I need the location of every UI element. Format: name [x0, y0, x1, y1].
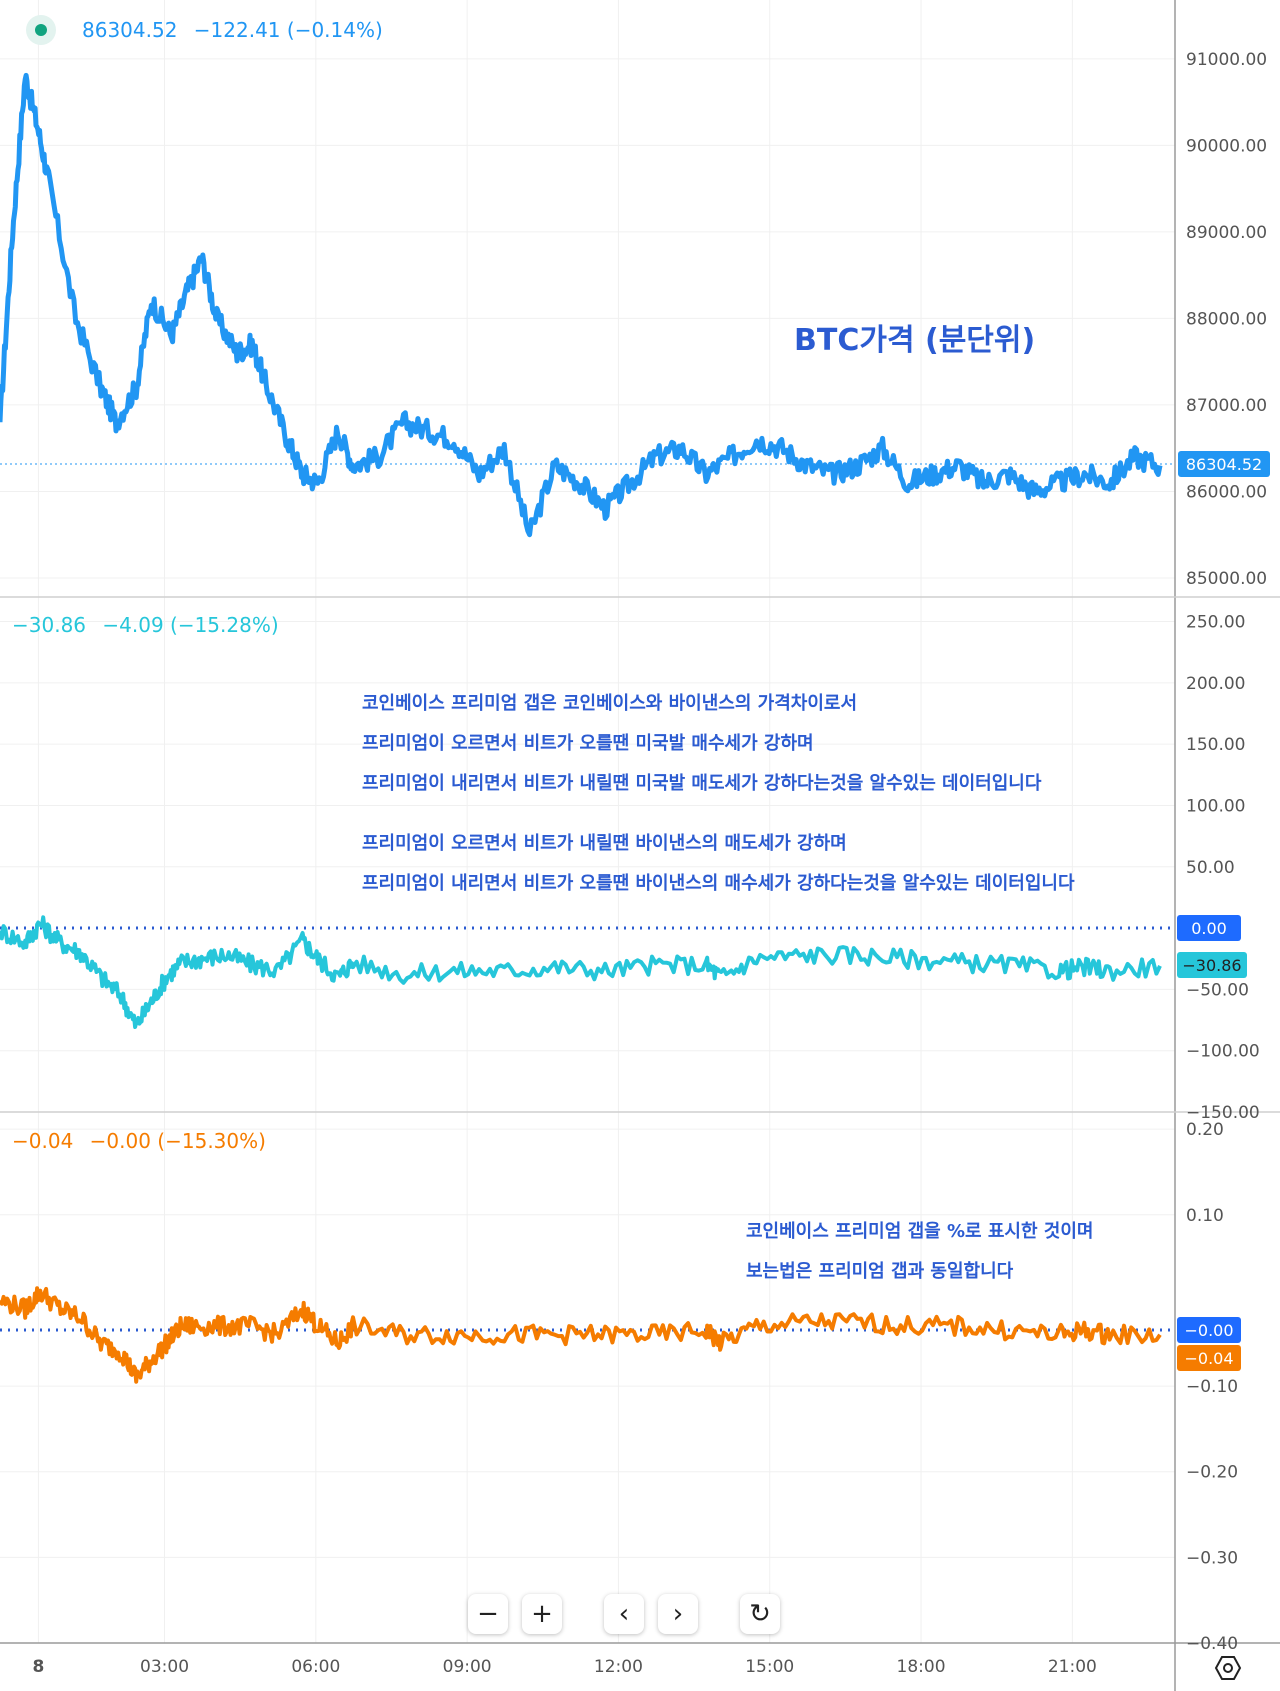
chart-toolbar: − + ‹ › ↻: [468, 1594, 780, 1638]
gap-tick-label: −50.00: [1186, 980, 1249, 1000]
gap-tick-label: 50.00: [1186, 858, 1235, 878]
time-tick-label: 12:00: [594, 1657, 643, 1677]
gap-tick-label: −100.00: [1186, 1042, 1260, 1062]
time-tick-label: 15:00: [745, 1657, 794, 1677]
time-tick-label: 18:00: [897, 1657, 946, 1677]
zoom-out-button[interactable]: −: [468, 1594, 508, 1634]
pct-series-line: [0, 1286, 1162, 1384]
time-tick-label: 06:00: [291, 1657, 340, 1677]
pct-annotation-line: 보는법은 프리미엄 갭과 동일합니다: [746, 1260, 1014, 1282]
gap-legend: −30.86 −4.09 (−15.28%): [12, 613, 279, 637]
gap-tick-label: −150.00: [1186, 1103, 1260, 1123]
price-tick-label: 87000.00: [1186, 396, 1267, 416]
time-tick-label: 8: [33, 1657, 45, 1677]
time-tick-label: 09:00: [443, 1657, 492, 1677]
gap-legend-change: −4.09 (−15.28%): [102, 613, 278, 637]
price-last-label: 86304.52: [1186, 455, 1262, 474]
legend-status-dot-inner: [35, 24, 47, 36]
zoom-in-button[interactable]: +: [522, 1594, 562, 1634]
pct-annotation-line: 코인베이스 프리미엄 갭을 %로 표시한 것이며: [746, 1221, 1093, 1242]
price-tick-label: 85000.00: [1186, 569, 1267, 589]
gap-last-badge: −30.86: [1177, 952, 1247, 978]
gap-annotation-line: 프리미엄이 오르면서 비트가 내릴땐 바이낸스의 매도세가 강하며: [362, 832, 847, 854]
pct-tick-label: −0.40: [1186, 1634, 1238, 1654]
gap-zero-badge: 0.00: [1177, 915, 1241, 941]
pct-last-badge: −0.04: [1177, 1345, 1241, 1371]
gap-tick-label: 250.00: [1186, 613, 1245, 633]
pct-tick-label: −0.20: [1186, 1463, 1238, 1483]
chart-settings-button[interactable]: [1210, 1650, 1246, 1686]
price-legend-value: 86304.52: [82, 18, 177, 42]
price-annotation: BTC가격 (분단위): [794, 323, 1035, 358]
time-axis[interactable]: 8 03:00 06:00 09:00 12:00 15:00 18:00 21:00: [33, 1657, 1097, 1677]
pct-tick-label: −0.10: [1186, 1377, 1238, 1397]
time-tick-label: 03:00: [140, 1657, 189, 1677]
gap-series-line: [0, 915, 1162, 1029]
pct-pane: 0.20 0.10 −0.10 −0.20 −0.30 −0.40 −0.00 −0.04…: [0, 1120, 1241, 1654]
price-tick-label: 89000.00: [1186, 223, 1267, 243]
time-tick-label: 21:00: [1048, 1657, 1097, 1677]
settings-icon: [1214, 1656, 1242, 1680]
gap-annotation-line: 프리미엄이 내리면서 비트가 오를땐 바이낸스의 매수세가 강하다는것을 알수있…: [362, 872, 1075, 894]
pct-zero-label: −0.00: [1184, 1321, 1233, 1340]
gap-annotation-line: 프리미엄이 내리면서 비트가 내릴땐 미국발 매도세가 강하다는것을 알수있는 …: [362, 772, 1042, 794]
price-series-line: [0, 72, 1163, 538]
price-legend-change: −122.41 (−0.14%): [194, 18, 383, 42]
gap-zero-label: 0.00: [1191, 919, 1227, 938]
pct-tick-label: 0.20: [1186, 1120, 1224, 1140]
gap-pane: 250.00 200.00 150.00 100.00 50.00 −50.00 −100.…: [0, 613, 1260, 1123]
grid-layer: [0, 0, 1175, 1644]
pct-tick-label: 0.10: [1186, 1206, 1224, 1226]
gap-tick-label: 150.00: [1186, 735, 1245, 755]
price-tick-label: 88000.00: [1186, 309, 1267, 329]
scroll-forward-button[interactable]: ›: [658, 1594, 698, 1634]
gap-annotation-line: 코인베이스 프리미엄 갭은 코인베이스와 바이낸스의 가격차이로서: [362, 693, 857, 714]
scroll-back-button[interactable]: ‹: [604, 1594, 644, 1634]
gap-tick-label: 200.00: [1186, 674, 1245, 694]
pct-zero-badge: −0.00: [1177, 1317, 1241, 1343]
price-last-badge: 86304.52: [1178, 451, 1270, 477]
reset-chart-button[interactable]: ↻: [740, 1594, 780, 1634]
price-tick-label: 86000.00: [1186, 482, 1267, 502]
gap-annotation-line: 프리미엄이 오르면서 비트가 오를땐 미국발 매수세가 강하며: [362, 733, 814, 754]
pct-legend-value: −0.04: [12, 1129, 73, 1153]
pct-legend: −0.04 −0.00 (−15.30%): [12, 1129, 266, 1153]
pct-legend-change: −0.00 (−15.30%): [90, 1129, 266, 1153]
pct-last-label: −0.04: [1184, 1349, 1233, 1368]
gap-legend-value: −30.86: [12, 613, 86, 637]
pct-tick-label: −0.30: [1186, 1548, 1238, 1568]
price-legend: 86304.52 −122.41 (−0.14%): [82, 18, 383, 42]
price-tick-label: 90000.00: [1186, 136, 1267, 156]
gap-last-label: −30.86: [1182, 956, 1241, 975]
gap-tick-label: 100.00: [1186, 796, 1245, 816]
toolbar-spacer: [712, 1594, 726, 1638]
price-pane: 91000.00 90000.00 89000.00 88000.00 87000.00…: [0, 15, 1270, 589]
toolbar-spacer: [576, 1594, 590, 1638]
price-tick-label: 91000.00: [1186, 50, 1267, 70]
